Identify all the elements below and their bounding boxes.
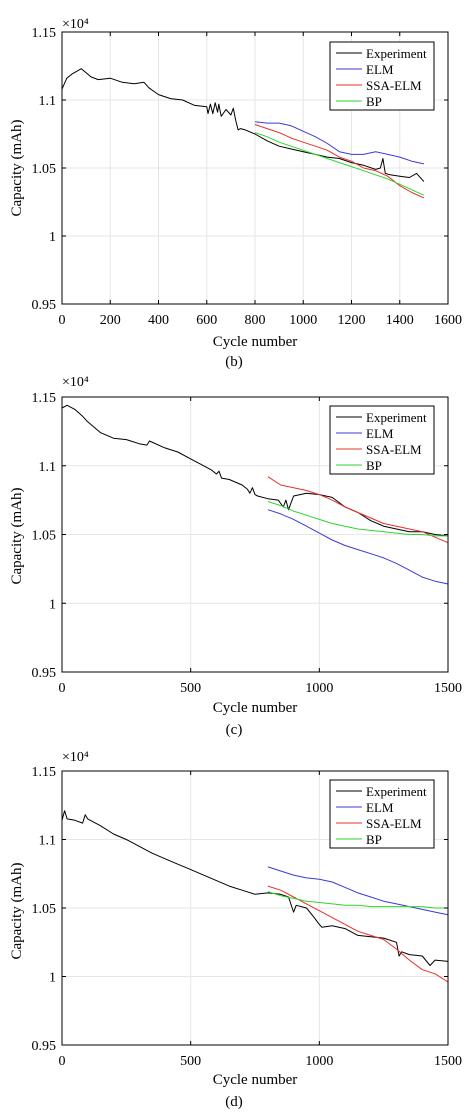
x-tick-label: 0	[59, 313, 66, 328]
series-line-elm	[254, 121, 425, 165]
legend-label-elm: ELM	[366, 62, 394, 77]
x-tick-label: 1000	[305, 1054, 333, 1069]
ticks: 0 500 1000 1500 0.95 1 1.05 1.1 1.15	[32, 391, 463, 696]
x-tick-label: 0	[59, 681, 66, 696]
y-tick-label: 1.1	[39, 94, 57, 109]
x-tick-label: 1500	[434, 681, 462, 696]
series-line-bp	[254, 132, 425, 196]
legend-label-experiment: Experiment	[366, 46, 427, 61]
x-tick-label: 800	[245, 313, 266, 328]
legend-label-experiment: Experiment	[366, 784, 427, 799]
chart-d: ×10⁴ Capacity (mAh) Cycle number (d) 0 50…	[9, 750, 463, 1110]
chart-b: ×10⁴ Capacity (mAh) Cycle number (b) 0 20…	[9, 17, 463, 370]
series-line-experiment	[61, 68, 425, 182]
figure-panel-b: ×10⁴ Capacity (mAh) Cycle number (b) 0 20…	[0, 0, 474, 372]
legend-label-bp: BP	[366, 832, 382, 847]
y-tick-label: 1.05	[32, 902, 57, 917]
x-tick-label: 1400	[386, 313, 414, 328]
exponent-label: ×10⁴	[62, 375, 89, 390]
series-lines	[61, 68, 425, 199]
panel-label: (c)	[226, 722, 243, 738]
x-axis-label: Cycle number	[213, 1072, 298, 1088]
series-line-bp	[267, 501, 448, 537]
legend-label-bp: BP	[366, 458, 382, 473]
y-tick-label: 1.15	[32, 765, 57, 780]
x-tick-label: 1000	[305, 681, 333, 696]
ticks: 0 500 1000 1500 0.95 1 1.05 1.1 1.15	[32, 765, 463, 1069]
y-tick-label: 1	[49, 230, 56, 245]
x-tick-label: 600	[196, 313, 217, 328]
x-tick-label: 500	[180, 681, 201, 696]
series-line-bp	[267, 891, 448, 909]
x-tick-label: 1600	[434, 313, 462, 328]
series-line-elm	[267, 509, 449, 585]
legend-label-ssa-elm: SSA-ELM	[366, 78, 422, 93]
series-line-ssa-elm	[254, 124, 425, 199]
panel-label: (b)	[225, 354, 243, 370]
legend-label-ssa-elm: SSA-ELM	[366, 442, 422, 457]
panel-label: (d)	[225, 1094, 243, 1110]
exponent-label: ×10⁴	[62, 750, 89, 765]
y-tick-label: 0.95	[32, 298, 57, 313]
x-tick-label: 400	[148, 313, 169, 328]
x-tick-label: 200	[100, 313, 121, 328]
legend-label-ssa-elm: SSA-ELM	[366, 816, 422, 831]
y-axis-label: Capacity (mAh)	[9, 862, 25, 959]
exponent-label: ×10⁴	[62, 17, 89, 32]
y-tick-label: 0.95	[32, 1039, 57, 1054]
y-axis-label: Capacity (mAh)	[9, 487, 25, 584]
x-tick-label: 1000	[289, 313, 317, 328]
y-tick-label: 1	[49, 597, 56, 612]
series-lines	[61, 404, 449, 585]
series-lines	[61, 810, 449, 983]
series-line-ssa-elm	[267, 476, 449, 544]
x-axis-label: Cycle number	[213, 700, 298, 716]
y-tick-label: 1.1	[39, 834, 57, 849]
chart-c: ×10⁴ Capacity (mAh) Cycle number (c) 0 50…	[9, 375, 463, 738]
y-tick-label: 0.95	[32, 666, 57, 681]
y-tick-label: 1.1	[39, 460, 57, 475]
figure-panel-c: ×10⁴ Capacity (mAh) Cycle number (c) 0 50…	[0, 372, 474, 744]
y-tick-label: 1	[49, 971, 56, 986]
series-line-elm	[267, 866, 449, 916]
x-axis-label: Cycle number	[213, 334, 298, 350]
figure-panel-d: ×10⁴ Capacity (mAh) Cycle number (d) 0 50…	[0, 744, 474, 1116]
y-tick-label: 1.05	[32, 162, 57, 177]
x-tick-label: 1500	[434, 1054, 462, 1069]
legend-label-elm: ELM	[366, 800, 394, 815]
x-tick-label: 0	[59, 1054, 66, 1069]
y-tick-label: 1.15	[32, 391, 57, 406]
y-axis-label: Capacity (mAh)	[9, 119, 25, 216]
ticks: 0 200 400 600 800 1000 1200 1400 1600 0.95 1 1.05 1.…	[32, 26, 463, 328]
legend-label-elm: ELM	[366, 426, 394, 441]
y-tick-label: 1.05	[32, 529, 57, 544]
x-tick-label: 500	[180, 1054, 201, 1069]
legend-label-bp: BP	[366, 94, 382, 109]
y-tick-label: 1.15	[32, 26, 57, 41]
x-tick-label: 1200	[338, 313, 366, 328]
legend-label-experiment: Experiment	[366, 410, 427, 425]
series-line-ssa-elm	[267, 885, 449, 983]
